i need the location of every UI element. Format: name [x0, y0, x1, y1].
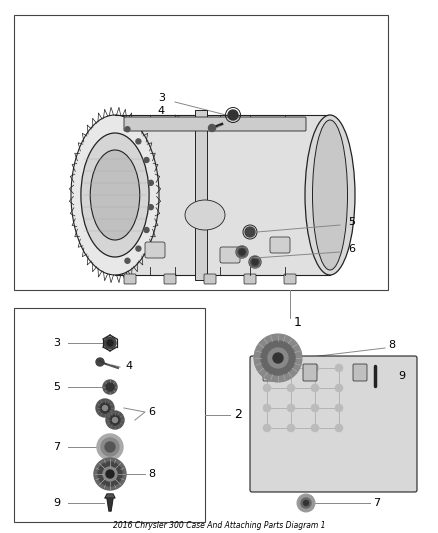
Bar	[195, 110, 207, 280]
FancyBboxPatch shape	[204, 274, 216, 284]
Ellipse shape	[312, 120, 347, 270]
Circle shape	[311, 424, 319, 432]
Circle shape	[144, 157, 149, 163]
Circle shape	[125, 127, 130, 132]
Circle shape	[136, 246, 141, 251]
Ellipse shape	[90, 150, 140, 240]
Text: 3: 3	[53, 338, 60, 348]
Circle shape	[311, 384, 319, 392]
Circle shape	[335, 364, 343, 372]
Circle shape	[208, 125, 215, 132]
Circle shape	[287, 364, 295, 372]
Circle shape	[144, 228, 149, 232]
Circle shape	[125, 259, 130, 263]
Circle shape	[101, 438, 119, 456]
FancyBboxPatch shape	[263, 364, 277, 381]
Circle shape	[268, 348, 288, 368]
FancyBboxPatch shape	[353, 364, 367, 381]
FancyBboxPatch shape	[284, 274, 296, 284]
Text: 1: 1	[294, 316, 302, 328]
Circle shape	[287, 424, 295, 432]
Text: 2: 2	[234, 408, 242, 422]
Circle shape	[106, 470, 114, 478]
Circle shape	[263, 404, 271, 412]
Text: 7: 7	[53, 442, 60, 452]
Circle shape	[254, 334, 302, 382]
Text: 9: 9	[398, 371, 405, 381]
Circle shape	[97, 434, 123, 460]
Text: 2016 Chrysler 300 Case And Attaching Parts Diagram 1: 2016 Chrysler 300 Case And Attaching Par…	[113, 521, 325, 530]
Circle shape	[113, 417, 117, 423]
Circle shape	[100, 403, 110, 413]
Circle shape	[228, 110, 238, 120]
Circle shape	[110, 415, 120, 425]
Circle shape	[94, 458, 126, 490]
Text: 7: 7	[373, 498, 380, 508]
Text: 6: 6	[148, 407, 155, 417]
Text: 5: 5	[348, 217, 355, 227]
Circle shape	[263, 424, 271, 432]
Polygon shape	[105, 494, 115, 498]
Circle shape	[249, 256, 261, 268]
Circle shape	[148, 205, 153, 209]
Circle shape	[103, 380, 117, 394]
Circle shape	[335, 424, 343, 432]
Circle shape	[252, 259, 258, 265]
Circle shape	[102, 406, 107, 410]
Circle shape	[107, 340, 113, 346]
Circle shape	[287, 404, 295, 412]
Text: 4: 4	[125, 361, 132, 371]
Circle shape	[311, 364, 319, 372]
Text: 8: 8	[148, 469, 155, 479]
Circle shape	[103, 467, 117, 481]
Circle shape	[96, 358, 104, 366]
Circle shape	[263, 384, 271, 392]
Text: 5: 5	[53, 382, 60, 392]
Circle shape	[304, 500, 308, 505]
Bar	[14, 308, 205, 522]
Circle shape	[311, 404, 319, 412]
Circle shape	[104, 337, 116, 349]
Circle shape	[335, 384, 343, 392]
Circle shape	[301, 498, 311, 508]
FancyBboxPatch shape	[244, 274, 256, 284]
Text: 8: 8	[388, 340, 395, 350]
FancyBboxPatch shape	[250, 356, 417, 492]
Text: 4: 4	[158, 106, 165, 116]
Circle shape	[273, 353, 283, 363]
Circle shape	[261, 341, 295, 375]
Circle shape	[287, 384, 295, 392]
Ellipse shape	[185, 200, 225, 230]
Bar	[115, 115, 330, 275]
Circle shape	[245, 227, 255, 237]
Circle shape	[335, 404, 343, 412]
FancyBboxPatch shape	[270, 237, 290, 253]
Circle shape	[106, 411, 124, 429]
Bar	[14, 15, 388, 290]
Circle shape	[105, 442, 115, 452]
Circle shape	[96, 399, 114, 417]
Circle shape	[263, 364, 271, 372]
Ellipse shape	[81, 133, 149, 257]
Text: 9: 9	[53, 498, 60, 508]
FancyBboxPatch shape	[124, 274, 136, 284]
Circle shape	[148, 180, 153, 185]
Circle shape	[297, 494, 315, 512]
FancyBboxPatch shape	[303, 364, 317, 381]
FancyBboxPatch shape	[220, 247, 240, 263]
Circle shape	[106, 383, 114, 391]
FancyBboxPatch shape	[164, 274, 176, 284]
Circle shape	[239, 249, 245, 255]
Polygon shape	[107, 498, 113, 511]
Circle shape	[236, 246, 248, 258]
Text: 3: 3	[158, 93, 165, 103]
Text: 6: 6	[348, 244, 355, 254]
FancyBboxPatch shape	[145, 242, 165, 258]
Circle shape	[98, 462, 122, 486]
Ellipse shape	[71, 115, 159, 275]
Ellipse shape	[305, 115, 355, 275]
FancyBboxPatch shape	[124, 117, 306, 131]
Circle shape	[136, 139, 141, 144]
